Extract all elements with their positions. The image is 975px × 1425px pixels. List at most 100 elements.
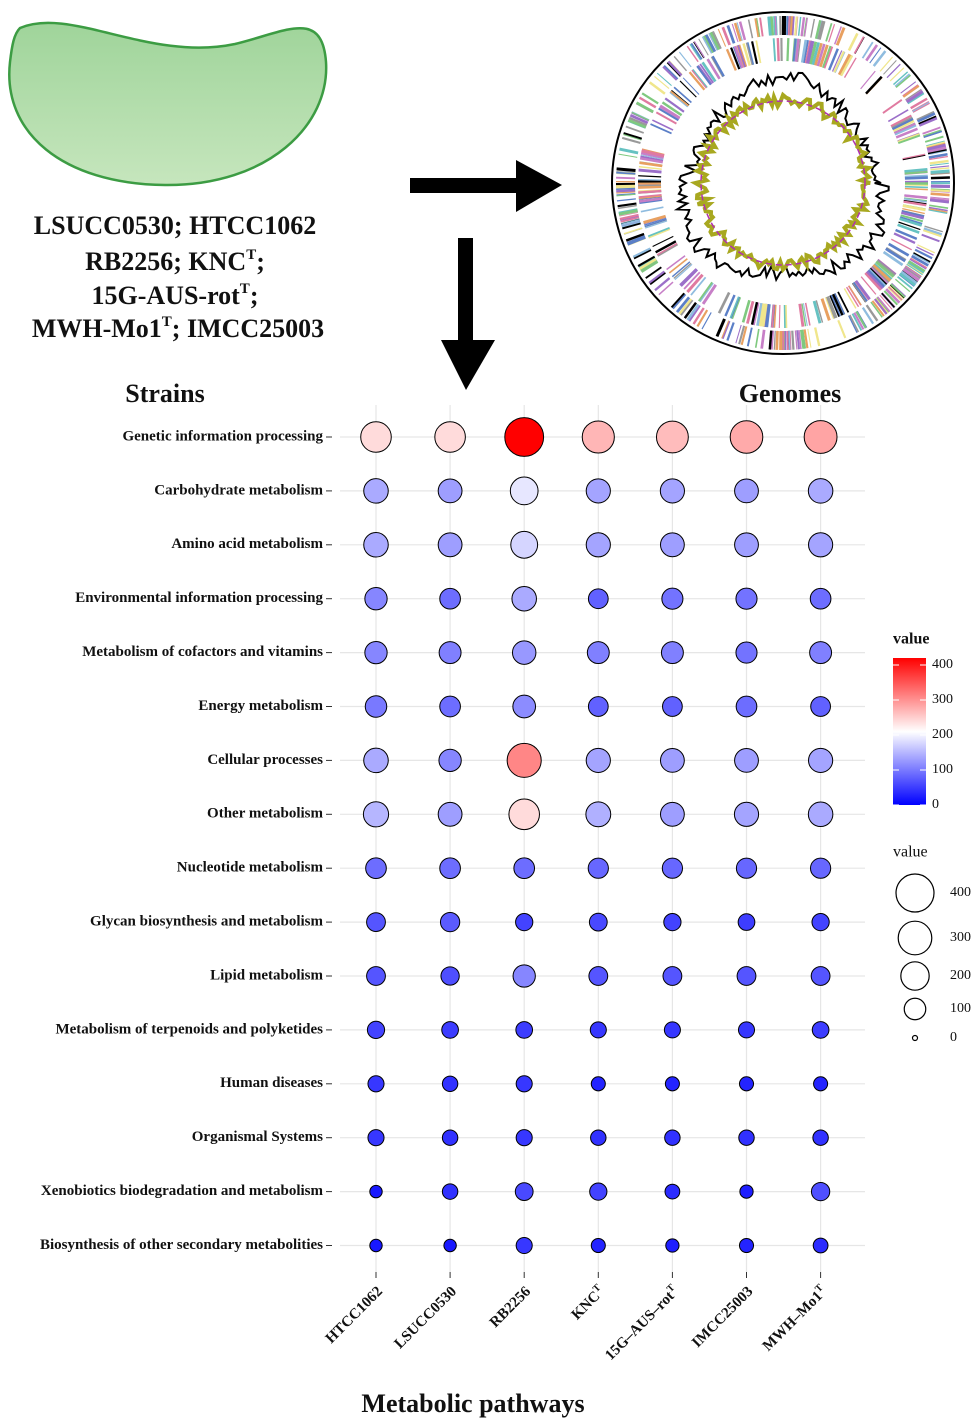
gene-tick xyxy=(737,44,747,68)
x-tick-label: LSUCC0530 xyxy=(392,1284,460,1352)
bubble xyxy=(439,695,461,718)
y-tick-label: Other metabolism xyxy=(207,806,323,822)
bubble xyxy=(665,1238,680,1253)
gene-tick xyxy=(810,18,816,38)
gene-tick xyxy=(673,55,688,72)
gene-tick xyxy=(746,327,753,347)
gene-tick xyxy=(746,300,755,324)
gene-tick xyxy=(623,133,642,141)
bubble xyxy=(512,694,537,719)
strain-line: LSUCC0530; HTCC1062 xyxy=(34,211,316,240)
gene-tick xyxy=(717,28,727,47)
gene-tick xyxy=(879,56,894,72)
gene-tick xyxy=(682,77,700,95)
gene-tick xyxy=(804,302,811,326)
y-tick-label: Biosynthesis of other secondary metaboli… xyxy=(40,1237,323,1253)
gene-tick xyxy=(765,304,771,328)
gene-tick xyxy=(638,96,657,109)
gene-tick xyxy=(704,34,717,53)
bubble xyxy=(440,966,460,986)
bubble xyxy=(737,913,756,931)
gene-tick xyxy=(637,255,656,268)
gene-tick xyxy=(738,21,747,41)
gene-tick xyxy=(688,304,701,322)
bubble xyxy=(662,696,683,717)
gene-tick xyxy=(623,132,643,140)
gene-tick xyxy=(673,262,692,279)
gene-tick xyxy=(866,270,884,290)
gene-tick xyxy=(870,266,889,285)
gene-tick xyxy=(644,220,668,229)
gene-tick xyxy=(638,178,662,181)
gene-tick xyxy=(755,40,762,64)
gene-tick xyxy=(929,198,950,204)
gene-tick xyxy=(910,97,928,110)
gene-tick xyxy=(671,261,691,278)
gene-tick xyxy=(640,155,664,162)
colorbar-label: 100 xyxy=(932,762,953,777)
gene-tick xyxy=(675,296,691,313)
size-label: 0 xyxy=(950,1030,957,1045)
gene-tick xyxy=(639,157,663,164)
gene-tick xyxy=(887,109,909,123)
gene-tick xyxy=(918,117,938,127)
gene-tick xyxy=(701,61,717,83)
gene-tick xyxy=(788,16,792,36)
gene-tick xyxy=(803,17,809,37)
gene-tick xyxy=(900,214,924,223)
gene-tick xyxy=(701,35,714,54)
bubble xyxy=(810,1181,831,1202)
gene-tick xyxy=(706,58,721,80)
gene-tick xyxy=(774,16,777,36)
gene-tick xyxy=(663,65,679,80)
gene-tick xyxy=(895,74,912,89)
bubble xyxy=(589,1182,608,1201)
bubble xyxy=(738,1237,755,1254)
gene-tick xyxy=(648,228,671,239)
superscript: T xyxy=(246,247,256,263)
gene-tick xyxy=(801,303,807,327)
gene-tick xyxy=(797,16,802,36)
gene-tick xyxy=(828,23,836,43)
gene-tick xyxy=(908,260,926,272)
gene-tick xyxy=(683,301,697,319)
bubble xyxy=(663,912,682,932)
gene-tick xyxy=(928,152,948,159)
gene-tick xyxy=(789,330,792,350)
bubble xyxy=(508,798,540,831)
gene-tick xyxy=(617,204,637,210)
y-tick-label: Amino acid metabolism xyxy=(171,536,323,552)
y-tick-label: Environmental information processing xyxy=(75,590,323,606)
gene-tick xyxy=(737,44,748,68)
gene-tick xyxy=(776,330,779,350)
x-tick-label: IMCC25003 xyxy=(689,1284,756,1351)
gene-tick xyxy=(929,155,948,161)
bubble xyxy=(807,478,834,504)
gene-tick xyxy=(924,135,944,143)
gene-tick xyxy=(882,250,904,267)
gene-tick xyxy=(721,26,731,46)
gene-tick xyxy=(901,211,924,220)
gene-tick xyxy=(620,216,640,223)
gene-tick xyxy=(733,45,744,69)
gene-tick xyxy=(794,16,798,36)
gene-tick xyxy=(819,44,829,68)
bubble xyxy=(441,1183,459,1200)
gene-tick xyxy=(926,140,945,147)
gene-tick xyxy=(807,328,812,348)
gene-tick xyxy=(904,265,922,278)
gene-tick xyxy=(922,229,942,238)
gene-tick xyxy=(890,114,912,128)
strain-text: ; xyxy=(250,281,259,310)
gene-tick xyxy=(618,153,638,158)
gene-tick xyxy=(619,147,639,155)
gene-tick xyxy=(900,270,918,285)
gene-tick xyxy=(819,21,826,40)
gene-tick xyxy=(907,92,925,105)
bubble xyxy=(515,1021,534,1039)
gene-tick xyxy=(847,32,859,52)
gene-tick xyxy=(699,63,715,84)
gene-tick xyxy=(762,303,768,327)
bubble xyxy=(363,478,389,504)
bubble xyxy=(439,587,461,610)
